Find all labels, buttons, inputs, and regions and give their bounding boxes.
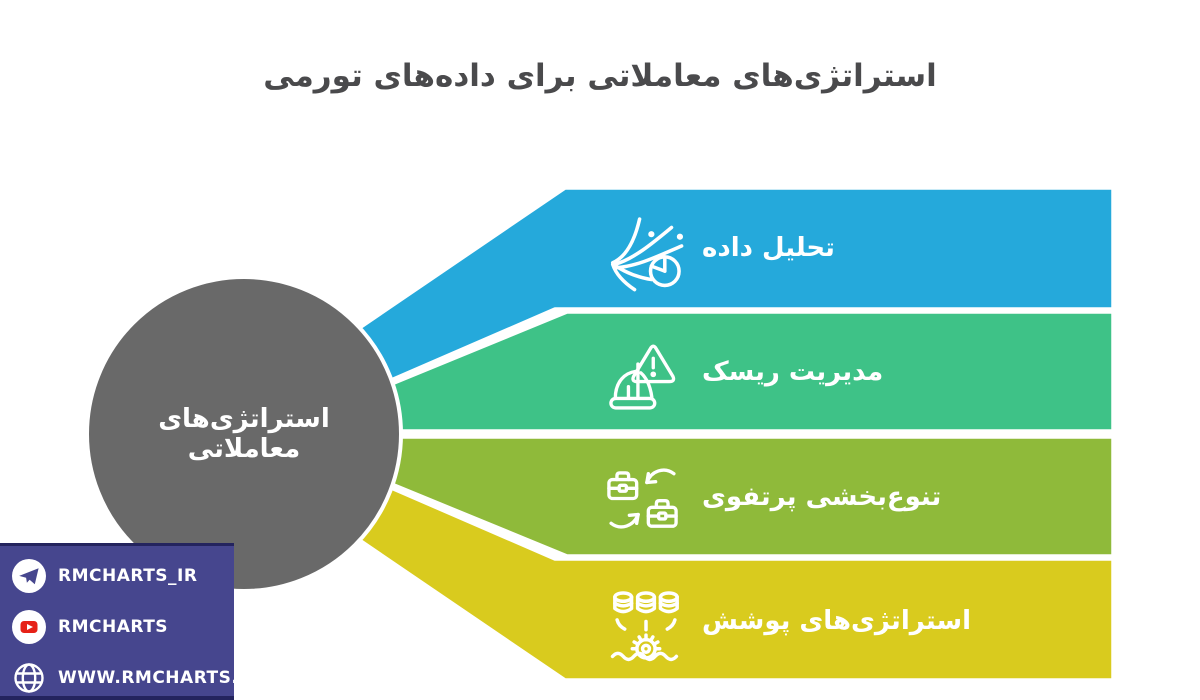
portfolio-diversification-icon (607, 468, 678, 529)
band-label-portfolio-diversification: تنوع‌بخشی پرتفوی (702, 482, 942, 512)
branding-footer: RMCHARTS_IR RMCHARTS WWW.RMCHARTS.IR (0, 543, 258, 700)
social-row-website: WWW.RMCHARTS.IR (12, 661, 259, 695)
youtube-handle: RMCHARTS (58, 617, 169, 637)
hub-circle (85, 275, 403, 593)
page-title: استراتژی‌های معاملاتی برای داده‌های تورم… (263, 58, 937, 94)
globe-icon (14, 663, 44, 693)
risk-management-icon (609, 344, 676, 410)
website-url: WWW.RMCHARTS.IR (58, 668, 259, 688)
telegram-handle: RMCHARTS_IR (58, 566, 198, 586)
telegram-icon (12, 559, 46, 593)
band-label-risk-management: مدیریت ریسک (702, 357, 884, 387)
hub-label: استراتژی‌های معاملاتی (158, 404, 330, 464)
social-row-telegram: RMCHARTS_IR (12, 559, 197, 593)
data-analysis-icon (610, 217, 684, 292)
youtube-icon (12, 610, 46, 644)
band-label-data-analysis: تحلیل داده (702, 233, 835, 263)
band-label-hedging-strategies: استراتژی‌های پوشش (702, 606, 972, 636)
social-row-youtube: RMCHARTS (12, 610, 168, 644)
hedging-strategies-icon (610, 591, 679, 662)
